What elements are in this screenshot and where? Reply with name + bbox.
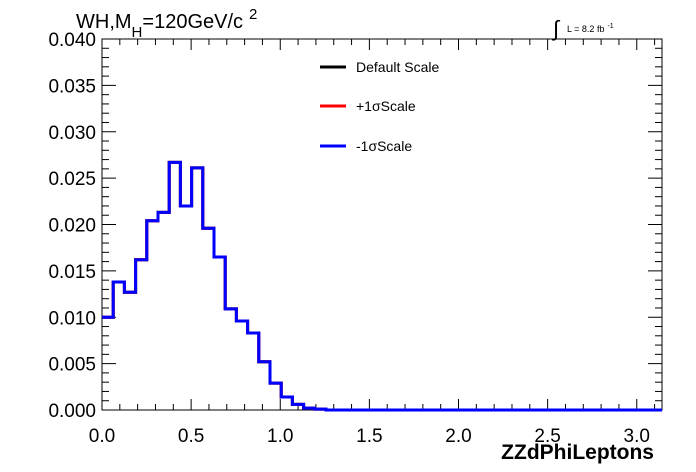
x-axis-label: ZZdPhiLeptons (501, 441, 654, 464)
x-tick-label: 0.0 (89, 426, 115, 447)
legend: Default Scale +1σScale -1σScale (320, 59, 439, 154)
lumi-superscript: -1 (607, 23, 613, 30)
series-plusminus-1sigma-scale (102, 160, 662, 412)
series-minus-1sigma-scale (102, 160, 662, 412)
x-tick-label: 2.5 (534, 426, 560, 447)
title-value: =120GeV/c (142, 11, 243, 33)
x-tick-label: 1.5 (356, 426, 382, 447)
series-layer (102, 160, 662, 412)
title-subscript: H (132, 24, 143, 41)
x-tick-label: 0.5 (178, 426, 204, 447)
x-tick-label: 2.0 (445, 426, 471, 447)
legend-label-minus-1sigma-scale: -1σScale (356, 138, 412, 154)
y-tick-label: 0.040 (48, 30, 96, 51)
series-default-scale (102, 160, 662, 412)
lumi-label: L = 8.2 fb -1 (567, 23, 614, 34)
title-main: WH,M (76, 11, 132, 33)
y-tick-label: 0.010 (48, 308, 96, 329)
y-tick-label: 0.025 (48, 169, 96, 190)
y-tick-label: 0.015 (48, 262, 96, 283)
y-tick-label: 0.005 (48, 355, 96, 376)
plot-frame (101, 38, 663, 411)
y-tick-label: 0.035 (48, 76, 96, 97)
y-tick-label: 0.020 (48, 216, 96, 237)
y-tick-label: 0.000 (48, 401, 96, 422)
lumi-text: L = 8.2 fb (567, 24, 604, 34)
x-tick-label: 1.0 (267, 426, 293, 447)
y-tick-label: 0.030 (48, 123, 96, 144)
chart-title: WH,MH=120GeV/c 2 (76, 6, 257, 41)
title-superscript: 2 (249, 6, 257, 23)
legend-label-default-scale: Default Scale (356, 59, 439, 75)
x-axis: 0.0 0.5 1.0 1.5 2.0 2.5 3.0 (89, 39, 656, 447)
x-tick-label: 3.0 (624, 426, 650, 447)
lumi-integral: ∫ (551, 16, 561, 41)
legend-label-plus-1sigma-scale: +1σScale (356, 98, 416, 114)
y-axis: 0.000 0.005 0.010 0.015 0.020 0.025 0.030 0.035… (48, 30, 662, 422)
